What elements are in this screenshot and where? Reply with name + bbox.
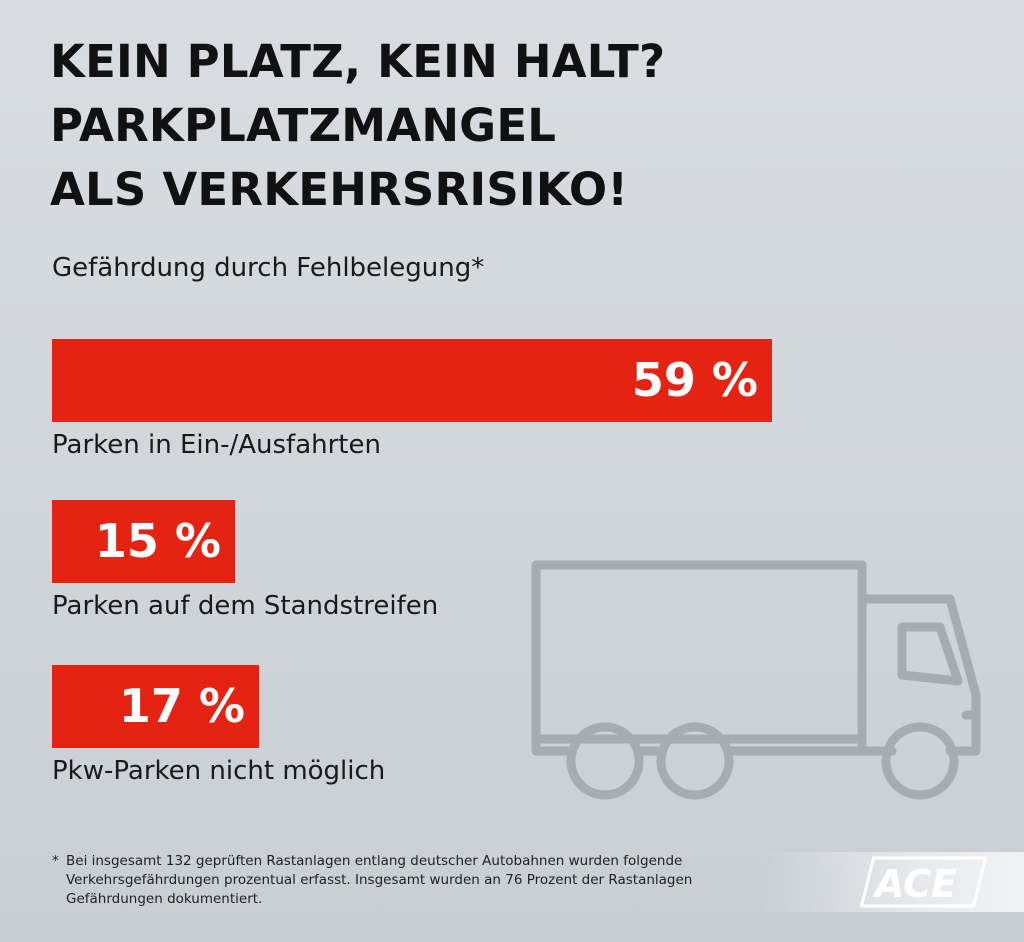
footnote-text: Bei insgesamt 132 geprüften Rastanlagen … (66, 853, 693, 907)
title-line-3: ALS VERKEHRSRISIKO! (50, 163, 629, 216)
bar-2: 15 % (52, 500, 235, 583)
bar-group-2: 15 % Parken auf dem Standstreifen (52, 500, 438, 621)
category-label-3: Pkw-Parken nicht möglich (52, 756, 386, 786)
bar-3: 17 % (52, 665, 259, 748)
truck-icon (531, 560, 981, 800)
title-line-1: KEIN PLATZ, KEIN HALT? (50, 35, 666, 88)
bar-value-label-1: 59 % (631, 353, 758, 407)
ace-logo: ACE (859, 856, 988, 908)
bar-group-3: 17 % Pkw-Parken nicht möglich (52, 665, 385, 786)
bar-1: 59 % (52, 339, 772, 422)
title-line-2: PARKPLATZMANGEL (50, 99, 557, 152)
bar-value-label-3: 17 % (118, 679, 245, 733)
chart-title: KEIN PLATZ, KEIN HALT? PARKPLATZMANGEL A… (50, 30, 665, 222)
footnote: * Bei insgesamt 132 geprüften Rastanlage… (52, 852, 752, 909)
bar-value-label-2: 15 % (94, 514, 221, 568)
bar-group-1: 59 % Parken in Ein-/Ausfahrten (52, 339, 772, 460)
category-label-1: Parken in Ein-/Ausfahrten (52, 430, 381, 460)
footnote-marker: * (52, 853, 59, 869)
chart-subtitle: Gefährdung durch Fehlbelegung* (52, 253, 485, 283)
ace-logo-text: ACE (872, 862, 957, 906)
category-label-2: Parken auf dem Standstreifen (52, 591, 439, 621)
